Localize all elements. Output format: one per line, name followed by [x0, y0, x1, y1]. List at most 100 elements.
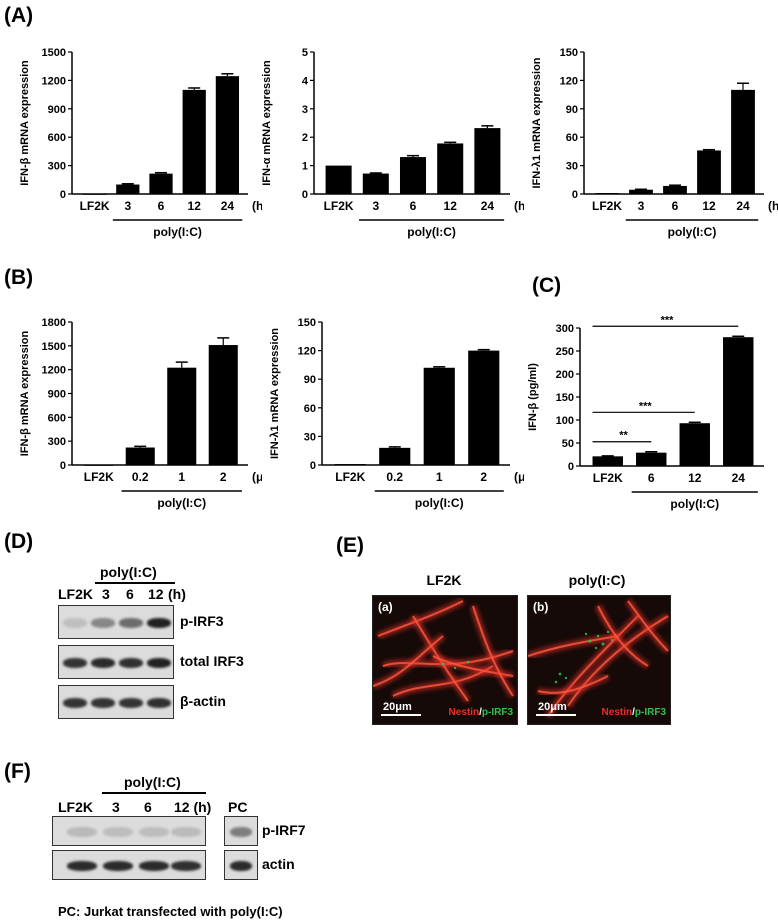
- group-label: poly(I:C): [407, 225, 456, 239]
- blot-pc-strip-1: [224, 850, 258, 880]
- nestin-fiber: [627, 600, 669, 652]
- blot-strip-0: [52, 816, 206, 846]
- pirf3-dot: [453, 666, 457, 670]
- band: [63, 618, 87, 628]
- blot-f-pc-label: PC: [228, 799, 248, 815]
- blot-f-lane-3: 6: [144, 799, 152, 815]
- x-tick-label: LF2K: [592, 199, 622, 213]
- x-tick-label: LF2K: [593, 471, 623, 485]
- bar-1: [423, 367, 455, 465]
- x-unit-label: (h): [514, 199, 524, 213]
- micro-tag: (b): [533, 600, 548, 614]
- y-tick-label: 5: [302, 47, 308, 59]
- y-tick-label: 120: [298, 346, 316, 358]
- x-tick-label: 12: [688, 471, 702, 485]
- blot-f-lane-1: LF2K: [58, 799, 93, 815]
- band: [91, 698, 115, 708]
- x-tick-label: 12: [188, 199, 202, 213]
- stain-separator: /: [479, 707, 482, 718]
- y-tick-label: 3: [302, 104, 308, 116]
- blot-d-lane-2: 3: [102, 586, 110, 602]
- y-tick-label: 90: [304, 374, 316, 386]
- bar-12: [437, 143, 464, 194]
- chart-ifn-beta-protein: 0 50 100 150 200 250 300 IFN-β (pg/ml) LF2K 6 12 24…: [527, 314, 764, 511]
- blot-d-lane-1: LF2K: [58, 586, 93, 602]
- band: [103, 827, 133, 837]
- blot-strip-0: [58, 605, 174, 639]
- micro-svg: (b) 20μm Nestin/p-IRF3: [528, 596, 670, 724]
- panel-letter-e: (E): [336, 534, 364, 557]
- bar-LF2K: [325, 165, 352, 194]
- stain-nestin: Nestin: [602, 707, 633, 718]
- band: [91, 658, 115, 668]
- bar-24: [723, 337, 754, 466]
- bar-LF2K: [592, 456, 623, 466]
- x-tick-label: 12: [444, 199, 458, 213]
- y-tick-label: 0: [572, 189, 578, 201]
- group-label: poly(I:C): [415, 496, 464, 510]
- band: [67, 827, 97, 837]
- blot-f-caption: PC: Jurkat transfected with poly(I:C): [58, 904, 283, 919]
- band: [171, 827, 201, 837]
- bar-6: [663, 185, 687, 194]
- nestin-fiber: [547, 615, 639, 717]
- band: [119, 658, 143, 668]
- bar-3: [629, 189, 653, 194]
- blot-d-group-label: poly(I:C): [100, 564, 157, 580]
- blot-row-label: total IRF3: [180, 653, 244, 669]
- band: [119, 698, 143, 708]
- y-tick-label: 300: [48, 161, 66, 173]
- panel-letter-f: (F): [4, 760, 31, 783]
- y-tick-label: 60: [304, 403, 316, 415]
- band: [103, 861, 133, 871]
- microscopy-e: LF2K poly(I:C) (a) 20μm Nestin/p-IRF3 (b) 2…: [360, 568, 678, 743]
- x-tick-label: 24: [732, 471, 746, 485]
- y-tick-label: 2: [302, 132, 308, 144]
- y-tick-label: 200: [556, 369, 574, 381]
- x-unit-label: (μg): [514, 470, 524, 484]
- nestin-fiber: [537, 675, 609, 694]
- bar-24: [474, 128, 501, 194]
- stain-separator: /: [632, 707, 635, 718]
- chart-ifn-lambda1-dose: 0 30 60 90 120 150 IFN-λ1 mRNA expression LF2K 0…: [269, 317, 524, 510]
- y-axis-label: IFN-β (pg/ml): [527, 363, 539, 431]
- band: [119, 618, 143, 628]
- x-tick-label: 3: [372, 199, 379, 213]
- y-tick-label: 100: [556, 415, 574, 427]
- y-tick-label: 1500: [42, 47, 66, 59]
- bar-LF2K: [334, 464, 366, 465]
- bar-12: [679, 423, 710, 466]
- y-tick-label: 1500: [42, 341, 66, 353]
- blot-f: poly(I:C) LF2K 3 6 12 (h) PC p-IRF7 actin: [0, 770, 360, 890]
- panel-letter-d: (D): [4, 530, 34, 553]
- y-axis-label: IFN-β mRNA expression: [19, 330, 31, 456]
- bar-0.2: [379, 447, 411, 465]
- blot-strip-1: [58, 645, 174, 679]
- x-tick-label: 6: [648, 471, 655, 485]
- panel-letter-c: (C): [532, 274, 562, 297]
- chart-ifn-beta-dose: 0 300 600 900 1200 1500 1800 IFN-β mRNA express…: [19, 317, 262, 510]
- y-tick-label: 0: [60, 189, 66, 201]
- y-tick-label: 90: [566, 104, 578, 116]
- bar-LF2K: [84, 465, 114, 466]
- bar-3: [116, 184, 140, 194]
- bar-24: [215, 76, 240, 194]
- blot-d-lane-4: 12: [148, 586, 164, 602]
- group-label: poly(I:C): [668, 225, 717, 239]
- bar-2: [208, 345, 238, 465]
- band: [63, 698, 87, 708]
- blot-d-group-line: [95, 582, 175, 584]
- blot-pc-strip-0: [224, 816, 258, 846]
- micro-tag: (a): [378, 600, 393, 614]
- y-tick-label: 1200: [42, 365, 66, 377]
- y-tick-label: 1: [302, 161, 308, 173]
- y-tick-label: 0: [60, 460, 66, 472]
- y-axis-label: IFN-λ1 mRNA expression: [269, 328, 281, 459]
- x-tick-label: 24: [481, 199, 495, 213]
- pirf3-dot: [594, 646, 598, 650]
- pirf3-dot: [584, 632, 588, 636]
- x-tick-label: LF2K: [80, 199, 110, 213]
- nestin-fiber: [373, 635, 444, 687]
- y-tick-label: 300: [48, 436, 66, 448]
